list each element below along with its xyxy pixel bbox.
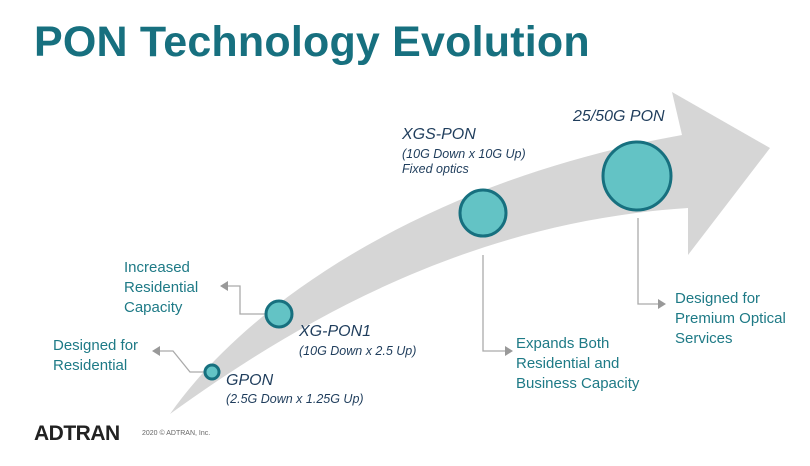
generation-name-gpon: GPON — [226, 372, 274, 389]
connector-lines — [160, 218, 658, 373]
callout-expands-business: Expands Both Residential and Business Ca… — [516, 335, 640, 392]
copyright-text: 2020 © ADTRAN, Inc. — [142, 430, 211, 437]
generation-detail-xgspon-optics: Fixed optics — [402, 162, 469, 176]
generation-detail-gpon: (2.5G Down x 1.25G Up) — [226, 392, 364, 406]
connector-arrowheads — [152, 281, 666, 356]
node-xgspon — [458, 188, 508, 238]
arrowhead-xgpon1 — [220, 281, 228, 291]
generation-detail-xgpon1: (10G Down x 2.5 Up) — [299, 344, 417, 358]
connector-gpon — [160, 350, 204, 373]
generation-detail-xgspon: (10G Down x 10G Up) — [402, 147, 526, 161]
node-xgpon1 — [264, 299, 294, 329]
generation-nodes — [203, 140, 673, 381]
arrowhead-gpon — [152, 346, 160, 356]
arrowhead-xgspon — [505, 346, 513, 356]
connector-xgspon — [482, 255, 505, 352]
callout-increased-residential: Increased Residential Capacity — [124, 259, 199, 316]
arrowhead-2550g — [658, 299, 666, 309]
adtran-logo: ADTRAN — [34, 422, 120, 445]
callout-premium-optical: Designed for Premium Optical Services — [675, 290, 786, 347]
callout-designed-residential: Designed for Residential — [53, 337, 139, 374]
generation-name-xgspon: XGS-PON — [402, 126, 476, 143]
generation-name-25-50g: 25/50G PON — [573, 108, 665, 125]
generation-name-xgpon1: XG-PON1 — [299, 323, 372, 340]
page-title: PON Technology Evolution — [34, 18, 590, 66]
node-gpon — [203, 363, 221, 381]
connector-2550g — [637, 218, 658, 305]
node-2550g — [601, 140, 673, 212]
connector-xgpon1 — [228, 285, 265, 315]
